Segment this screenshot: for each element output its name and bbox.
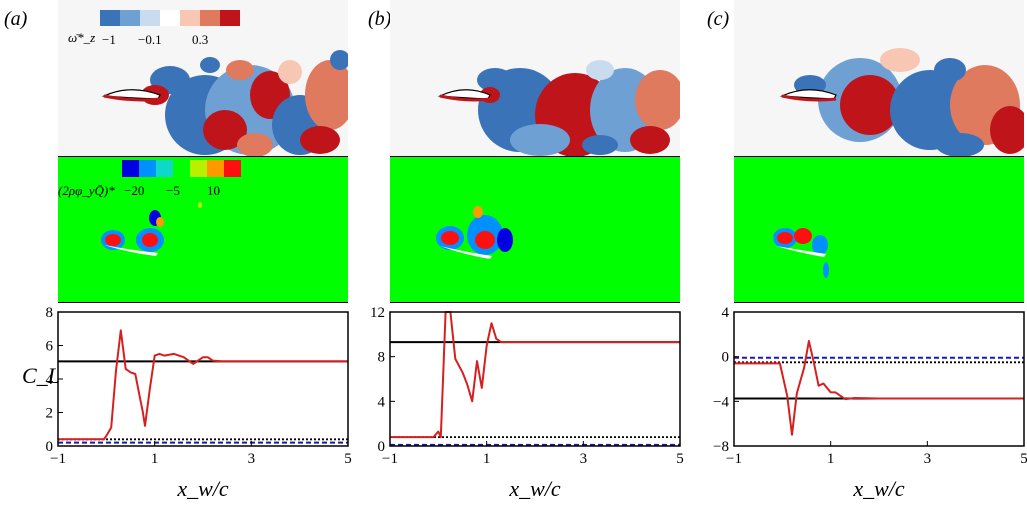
- source-colorbar-swatch: [190, 160, 207, 177]
- y-tick-label: 0: [46, 439, 54, 455]
- cl-plot-a: −1 1 3 5 0 2 4 6 8 x_w/c: [46, 305, 352, 501]
- source-colorbar-swatch: [173, 160, 190, 177]
- vorticity-colorbar-swatch: [140, 10, 160, 26]
- vorticity-colorbar-label: ω̄*_z: [68, 30, 95, 45]
- vorticity-colorbar-swatch: [160, 10, 180, 26]
- source-colorbar-tick: −5: [166, 183, 180, 198]
- x-tick-label: 1: [483, 451, 491, 467]
- vorticity-colorbar-tick: 0.3: [192, 32, 208, 47]
- x-axis-label: x_w/c: [852, 476, 905, 501]
- cl-curve: [734, 340, 1024, 436]
- panel-label-b: (b): [368, 8, 392, 30]
- vorticity-field-c: [734, 0, 1024, 157]
- y-tick-label: 8: [46, 305, 54, 321]
- y-tick-label: 0: [378, 439, 386, 455]
- x-tick-label: −1: [382, 451, 398, 467]
- source-colorbar-swatch: [122, 160, 139, 177]
- cl-plot-c: −1 1 3 5 −8 −4 0 4 x_w/c: [713, 305, 1027, 501]
- cl-plot-b: −1 1 3 5 0 4 8 12 x_w/c: [370, 305, 684, 501]
- plot-frame: [57, 311, 349, 447]
- vorticity-colorbar-swatch: [180, 10, 200, 26]
- plot-frame: [389, 311, 681, 447]
- vorticity-colorbar-swatch: [200, 10, 220, 26]
- source-colorbar: (2ρφ_yQ̄)* −20 −5 10: [58, 160, 241, 198]
- source-field-b: [390, 157, 680, 303]
- y-tick-label: −8: [713, 439, 729, 455]
- x-tick-label: 1: [151, 451, 159, 467]
- x-tick-label: 3: [924, 451, 932, 467]
- plot-frame: [733, 311, 1025, 447]
- source-colorbar-swatch: [156, 160, 173, 177]
- source-colorbar-swatch: [224, 160, 241, 177]
- vorticity-field-a: [58, 0, 348, 157]
- x-tick-label: 1: [827, 451, 835, 467]
- y-axis-label: C_L: [22, 363, 60, 388]
- x-tick-label: 3: [248, 451, 256, 467]
- vorticity-field-b: [390, 0, 680, 157]
- y-tick-label: 4: [46, 372, 54, 388]
- source-colorbar-swatch: [207, 160, 224, 177]
- vorticity-colorbar-tick: −0.1: [138, 32, 162, 47]
- x-axis-label: x_w/c: [508, 476, 561, 501]
- x-axis-label: x_w/c: [176, 476, 229, 501]
- lift-coefficient-plots: −1 1 3 5 0 2 4 6 8 x_w/c −1 1 3 5 0 4 8 12 x_w/c −1 1 3 5 −8 −4 0…: [46, 305, 1027, 501]
- x-tick-label: −1: [50, 451, 66, 467]
- cl-curve: [58, 329, 348, 441]
- panel-label-c: (c): [707, 8, 730, 30]
- source-colorbar-tick: −20: [124, 183, 144, 198]
- panel-label-a: (a): [4, 8, 28, 30]
- y-tick-label: 0: [722, 350, 730, 366]
- source-colorbar-swatch: [139, 160, 156, 177]
- y-tick-label: −4: [713, 394, 729, 410]
- vorticity-colorbar-swatch: [220, 10, 240, 26]
- x-tick-label: 5: [676, 451, 684, 467]
- y-tick-label: 4: [378, 394, 386, 410]
- y-tick-label: 4: [722, 305, 730, 321]
- source-colorbar-tick: 10: [207, 183, 220, 198]
- source-colorbar-label: (2ρφ_yQ̄)*: [58, 183, 115, 198]
- y-tick-label: 2: [46, 406, 54, 422]
- x-tick-label: 5: [1020, 451, 1027, 467]
- x-tick-label: 3: [580, 451, 588, 467]
- y-tick-label: 6: [46, 339, 54, 355]
- vorticity-colorbar-swatch: [120, 10, 140, 26]
- y-tick-label: 12: [370, 305, 385, 321]
- y-tick-label: 8: [378, 350, 386, 366]
- x-tick-label: −1: [726, 451, 742, 467]
- vorticity-colorbar-swatch: [100, 10, 120, 26]
- source-field-a: [58, 157, 348, 303]
- vorticity-colorbar: ω̄*_z −1 −0.1 0.3: [68, 10, 240, 47]
- cl-curve: [390, 311, 680, 439]
- x-tick-label: 5: [344, 451, 352, 467]
- source-field-c: [734, 157, 1024, 303]
- vorticity-colorbar-tick: −1: [102, 32, 116, 47]
